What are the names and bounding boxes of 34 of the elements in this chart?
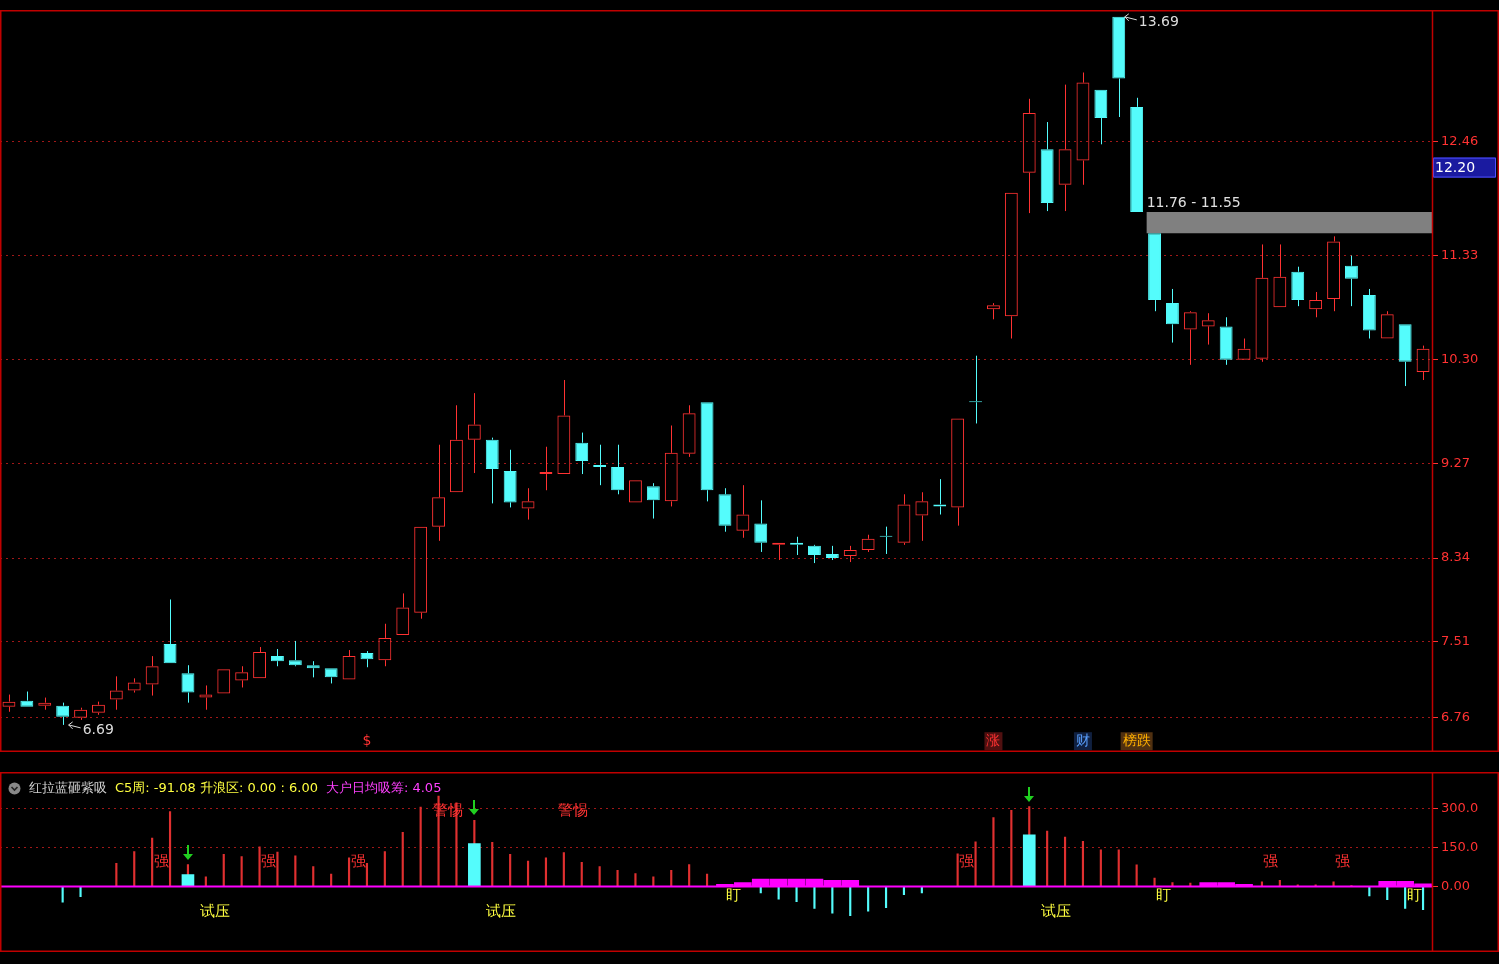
annotation: 强 <box>350 851 366 870</box>
annotation: 强 <box>1335 851 1350 870</box>
y-tick-label: 8.34 <box>1441 549 1470 565</box>
annotation: 强 <box>153 851 169 870</box>
annotation: 盯 <box>1406 886 1422 905</box>
y-tick-label: 0.00 <box>1441 877 1470 893</box>
y-tick-label: 300.0 <box>1441 800 1479 816</box>
band-label: 11.76 - 11.55 <box>1146 193 1241 210</box>
y-tick-label: 7.51 <box>1441 633 1470 649</box>
text: 12.20 <box>1435 159 1476 176</box>
annotation: 强 <box>1263 851 1279 870</box>
text: 红拉蓝砸紫吸 <box>29 779 107 797</box>
annotation: 6.69 <box>82 720 114 737</box>
annotation: 试压 <box>486 902 517 921</box>
annotation: 财 <box>1075 731 1090 748</box>
y-tick-label: 150.0 <box>1441 839 1479 855</box>
annotation: 强 <box>261 851 276 870</box>
annotation: 大户日均吸筹: 4.05 <box>325 779 442 797</box>
y-tick-label: 9.27 <box>1441 455 1470 471</box>
y-tick-label: 12.46 <box>1441 132 1479 148</box>
text: C5周: -91.08 升浪区: 0.00 : 6.00 <box>115 779 318 797</box>
annotation: 试压 <box>1041 902 1072 921</box>
annotation: $ <box>362 731 372 748</box>
annotation: 盯 <box>1156 886 1171 905</box>
y-tick-label: 10.30 <box>1441 351 1479 367</box>
annotation: 警惕 <box>557 801 588 820</box>
annotation: 涨 <box>986 731 1001 748</box>
annotation: 榜跌 <box>1122 731 1151 748</box>
y-tick-label: 11.33 <box>1441 246 1479 262</box>
annotation: 强 <box>959 851 975 870</box>
y-tick-label: 6.76 <box>1441 709 1470 725</box>
annotation: 盯 <box>726 886 742 905</box>
annotation: 试压 <box>199 902 230 921</box>
annotation: 13.69 <box>1138 12 1179 29</box>
